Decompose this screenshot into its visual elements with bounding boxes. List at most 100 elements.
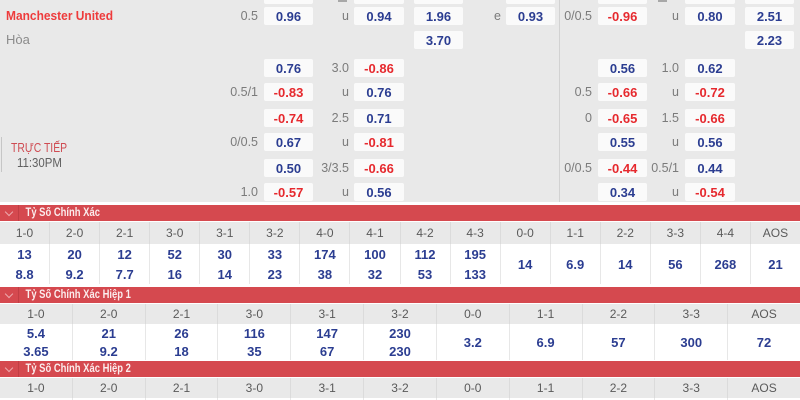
odds-value-x121[interactable]: 1.96 bbox=[414, 7, 463, 25]
score-odds-value[interactable]: 147 bbox=[316, 325, 338, 341]
section-header-correct-score[interactable]: Tỷ Số Chính Xác bbox=[0, 205, 800, 221]
odds-value-box1[interactable]: 0.67 bbox=[264, 133, 313, 151]
score-odds-value[interactable]: 23 bbox=[267, 266, 283, 282]
odds-value-box2[interactable]: -0.66 bbox=[354, 159, 404, 177]
score-odds-value[interactable]: 52 bbox=[167, 246, 182, 262]
odds-value-box5[interactable]: 0.55 bbox=[598, 133, 647, 151]
odds-value-box5[interactable]: 0.56 bbox=[598, 59, 647, 77]
score-odds-value[interactable]: 33 bbox=[267, 246, 283, 262]
score-odds-value[interactable]: 12 bbox=[117, 246, 132, 262]
score-odds-value[interactable]: 7.7 bbox=[115, 266, 134, 282]
score-odds-value[interactable]: 3.65 bbox=[23, 343, 49, 359]
handicap-hdp2: 0/0.5 bbox=[564, 9, 592, 23]
collapse-cell[interactable] bbox=[0, 205, 19, 221]
score-odds-value[interactable]: 14 bbox=[618, 256, 633, 272]
score-odds-value[interactable]: 300 bbox=[680, 334, 703, 350]
score-odds-value[interactable]: 20 bbox=[67, 246, 82, 262]
handicap-hdp1: 1.0 bbox=[240, 185, 258, 199]
handicap-ou2: u bbox=[672, 185, 679, 199]
score-odds-value[interactable]: 174 bbox=[314, 246, 336, 262]
score-odds-value[interactable]: 14 bbox=[517, 256, 533, 272]
score-odds-column: 33 23 bbox=[249, 244, 299, 284]
odds-value-box5[interactable]: -0.66 bbox=[598, 83, 647, 101]
score-odds-value[interactable]: 9.2 bbox=[99, 343, 118, 359]
odds-value-box5[interactable]: -0.65 bbox=[598, 109, 647, 127]
score-odds-value[interactable]: 133 bbox=[464, 266, 486, 282]
score-odds-value[interactable]: 100 bbox=[364, 246, 386, 262]
score-odds-value[interactable]: 230 bbox=[389, 325, 411, 341]
odds-value-box1[interactable]: -0.74 bbox=[264, 109, 313, 127]
odds-value-box6[interactable]: 0.56 bbox=[685, 133, 735, 151]
section-header-correct-score-1h[interactable]: Tỷ Số Chính Xác Hiệp 1 bbox=[0, 287, 800, 303]
section-header-correct-score-2h[interactable]: Tỷ Số Chính Xác Hiệp 2 bbox=[0, 361, 800, 377]
score-odds-value[interactable]: 16 bbox=[167, 266, 182, 282]
odds-value-box2[interactable]: 0.94 bbox=[354, 7, 404, 25]
odds-value-box6[interactable]: -0.54 bbox=[685, 183, 735, 201]
odds-value-box5[interactable]: -0.44 bbox=[598, 159, 647, 177]
odds-value-box2[interactable]: 0.71 bbox=[354, 109, 404, 127]
odds-value-box1[interactable]: -0.83 bbox=[264, 83, 313, 101]
score-header-cell: 2-2 bbox=[581, 304, 655, 324]
score-odds-column bbox=[144, 398, 218, 400]
odds-value-box1[interactable]: 0.76 bbox=[264, 59, 313, 77]
score-odds-value[interactable]: 5.4 bbox=[26, 325, 45, 341]
score-odds-value[interactable]: 14 bbox=[217, 266, 233, 282]
odds-value-x122[interactable]: 2.23 bbox=[745, 31, 794, 49]
score-odds-value[interactable]: 35 bbox=[247, 343, 262, 359]
odds-value-box6[interactable]: -0.72 bbox=[685, 83, 735, 101]
section-correct-score-1h: Tỷ Số Chính Xác Hiệp 1 1-0 2-0 2-1 3-0 3-1 3-… bbox=[0, 287, 800, 360]
score-odds-value[interactable]: 112 bbox=[414, 246, 436, 262]
score-odds-value[interactable]: 57 bbox=[611, 334, 626, 350]
odds-value-box6[interactable]: 0.80 bbox=[685, 7, 735, 25]
odds-value-box6[interactable]: 0.44 bbox=[685, 159, 735, 177]
odds-value-box5[interactable]: -0.96 bbox=[598, 7, 647, 25]
score-odds-value[interactable]: 21 bbox=[101, 325, 116, 341]
handicap-hdp1: 0.5/1 bbox=[230, 85, 258, 99]
score-odds-value[interactable]: 53 bbox=[417, 266, 433, 282]
score-odds-value[interactable]: 230 bbox=[389, 343, 411, 359]
score-header-cell: 1-0 bbox=[27, 381, 45, 395]
score-odds-value[interactable]: 21 bbox=[768, 256, 783, 272]
score-header-cell: 3-2 bbox=[363, 378, 436, 398]
score-odds-column: 14 bbox=[599, 244, 650, 284]
score-odds-value[interactable]: 6.9 bbox=[536, 334, 555, 350]
score-odds-value[interactable]: 18 bbox=[174, 343, 189, 359]
odds-value-box2[interactable]: -0.81 bbox=[354, 133, 404, 151]
score-odds-value[interactable]: 268 bbox=[714, 256, 737, 272]
odds-value-box1[interactable]: -0.57 bbox=[264, 183, 313, 201]
score-odds-value[interactable]: 6.9 bbox=[566, 256, 585, 272]
collapse-cell[interactable] bbox=[0, 361, 19, 377]
odds-value-box6[interactable]: 0.62 bbox=[685, 59, 735, 77]
score-odds-value[interactable]: 72 bbox=[756, 334, 772, 350]
section-correct-score-2h: Tỷ Số Chính Xác Hiệp 2 1-0 2-0 2-1 3-0 3-1 3-… bbox=[0, 361, 800, 400]
odds-value-box5[interactable]: 0.34 bbox=[598, 183, 647, 201]
score-odds-value[interactable]: 9.2 bbox=[65, 266, 84, 282]
score-odds-value[interactable]: 30 bbox=[217, 246, 233, 262]
odds-value-box4[interactable]: 0.93 bbox=[506, 7, 555, 25]
odds-value-box1[interactable]: 0.96 bbox=[264, 7, 313, 25]
score-odds-value[interactable]: 38 bbox=[317, 266, 333, 282]
score-odds-value[interactable]: 195 bbox=[464, 246, 486, 262]
score-odds-value[interactable]: 8.8 bbox=[15, 266, 34, 282]
odds-value-box2[interactable]: 0.76 bbox=[354, 83, 404, 101]
score-odds-value[interactable]: 3.2 bbox=[463, 334, 482, 350]
odds-value-box1[interactable]: 0.50 bbox=[264, 159, 313, 177]
collapse-cell[interactable] bbox=[0, 287, 19, 303]
odds-value-x121[interactable]: 3.70 bbox=[414, 31, 463, 49]
handicap-ou1: 2.5 bbox=[331, 111, 349, 125]
score-odds-value[interactable]: 13 bbox=[17, 246, 32, 262]
score-odds-value[interactable]: 56 bbox=[668, 256, 683, 272]
odds-value-x122[interactable]: 2.51 bbox=[745, 7, 794, 25]
score-odds-column: 6.9 bbox=[508, 324, 582, 360]
odds-value-box6[interactable]: -0.66 bbox=[685, 109, 735, 127]
score-odds-value[interactable]: 26 bbox=[174, 325, 189, 341]
chevron-down-icon bbox=[4, 363, 14, 372]
odds-value-box2[interactable]: -0.86 bbox=[354, 59, 404, 77]
score-odds-value[interactable]: 116 bbox=[243, 325, 265, 341]
score-odds-value[interactable]: 32 bbox=[367, 266, 383, 282]
score-header-cell: 2-1 bbox=[99, 222, 149, 244]
handicap-ou2: 0.5/1 bbox=[651, 161, 679, 175]
odds-value-box2[interactable]: 0.56 bbox=[354, 183, 404, 201]
score-odds-value[interactable]: 67 bbox=[319, 343, 335, 359]
